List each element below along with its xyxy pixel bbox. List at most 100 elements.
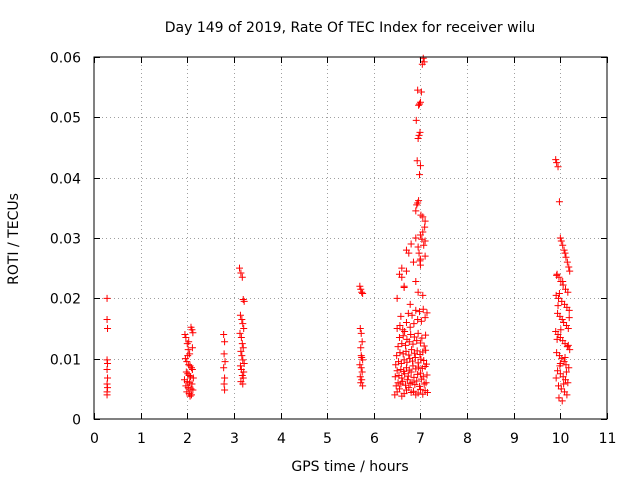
data-point [423, 371, 431, 379]
data-point [400, 390, 408, 398]
data-point [358, 338, 366, 346]
x-tick-label: 6 [370, 431, 379, 447]
x-tick-label: 11 [599, 431, 617, 447]
data-point [552, 156, 560, 164]
data-point [423, 309, 431, 317]
data-point [414, 315, 422, 323]
data-point [402, 347, 410, 355]
data-point [411, 353, 419, 361]
data-point [182, 368, 190, 376]
data-point [356, 325, 364, 332]
data-point [422, 379, 430, 387]
data-point [189, 329, 197, 337]
data-point [560, 246, 568, 254]
x-axis-label: GPS time / hours [291, 459, 408, 475]
data-point [421, 252, 429, 260]
data-point [356, 282, 364, 290]
data-point [405, 249, 413, 257]
data-point [413, 157, 421, 165]
data-point [409, 387, 417, 395]
data-point [554, 163, 562, 171]
data-point [396, 349, 404, 357]
data-point [420, 356, 428, 364]
data-point [393, 352, 401, 360]
chart-title: Day 149 of 2019, Rate Of TEC Index for r… [165, 20, 535, 36]
data-point [564, 379, 572, 387]
data-point [416, 339, 424, 347]
data-point [358, 376, 366, 384]
data-point [403, 358, 411, 366]
data-point [565, 263, 573, 271]
data-point [220, 350, 228, 358]
x-tick-labels: 0 1 2 3 4 5 6 7 8 9 10 11 [90, 431, 616, 447]
data-point [395, 334, 403, 342]
data-point [239, 296, 247, 304]
data-point [398, 264, 406, 272]
data-point [221, 358, 229, 366]
data-point [412, 116, 420, 124]
data-point [412, 207, 420, 215]
data-point [181, 331, 189, 339]
data-point [182, 334, 190, 342]
x-tick-label: 7 [416, 431, 425, 447]
data-point [416, 231, 424, 239]
data-point [565, 364, 573, 372]
data-point [104, 325, 112, 332]
data-point [359, 356, 367, 364]
data-point [407, 331, 415, 339]
data-point [558, 315, 566, 323]
data-point [416, 171, 424, 179]
data-point [556, 234, 564, 242]
x-tick-label: 9 [510, 431, 519, 447]
y-axis-label: ROTI / TECUs [6, 193, 22, 285]
data-point [239, 380, 247, 388]
x-tick-label: 3 [230, 431, 239, 447]
data-point [412, 277, 420, 285]
data-point [421, 217, 429, 225]
data-point [183, 340, 191, 348]
data-point [358, 288, 366, 296]
data-point [403, 335, 411, 343]
data-point [565, 306, 573, 314]
data-point [564, 288, 572, 296]
data-point [417, 211, 425, 219]
data-point [184, 352, 192, 360]
data-point [185, 372, 193, 380]
data-point [395, 385, 403, 393]
data-point [413, 337, 421, 345]
data-point [358, 368, 366, 376]
data-point [553, 335, 561, 343]
data-point [237, 347, 245, 355]
data-point [561, 249, 569, 257]
data-point [410, 373, 418, 381]
y-tick-label: 0 [72, 413, 81, 429]
data-point [103, 294, 111, 302]
data-point [186, 362, 194, 370]
data-point [399, 332, 407, 340]
data-point [563, 391, 571, 399]
data-point [410, 333, 418, 341]
x-tick-label: 4 [277, 431, 286, 447]
data-point [562, 253, 570, 261]
x-tick-label: 5 [323, 431, 332, 447]
data-point [414, 359, 422, 367]
data-point [240, 297, 248, 305]
data-point [404, 309, 412, 317]
data-point [238, 273, 246, 281]
data-point [560, 380, 568, 388]
data-point [401, 328, 409, 336]
data-point [420, 58, 428, 66]
data-point [391, 373, 399, 381]
data-point [397, 312, 405, 320]
data-point [418, 334, 426, 342]
data-point [423, 360, 431, 368]
data-point [413, 347, 421, 355]
data-point [566, 267, 574, 275]
data-point [184, 346, 192, 354]
data-point [554, 302, 562, 310]
data-point [239, 356, 247, 364]
data-point [357, 329, 365, 337]
data-point [555, 198, 563, 206]
data-point [416, 369, 424, 377]
